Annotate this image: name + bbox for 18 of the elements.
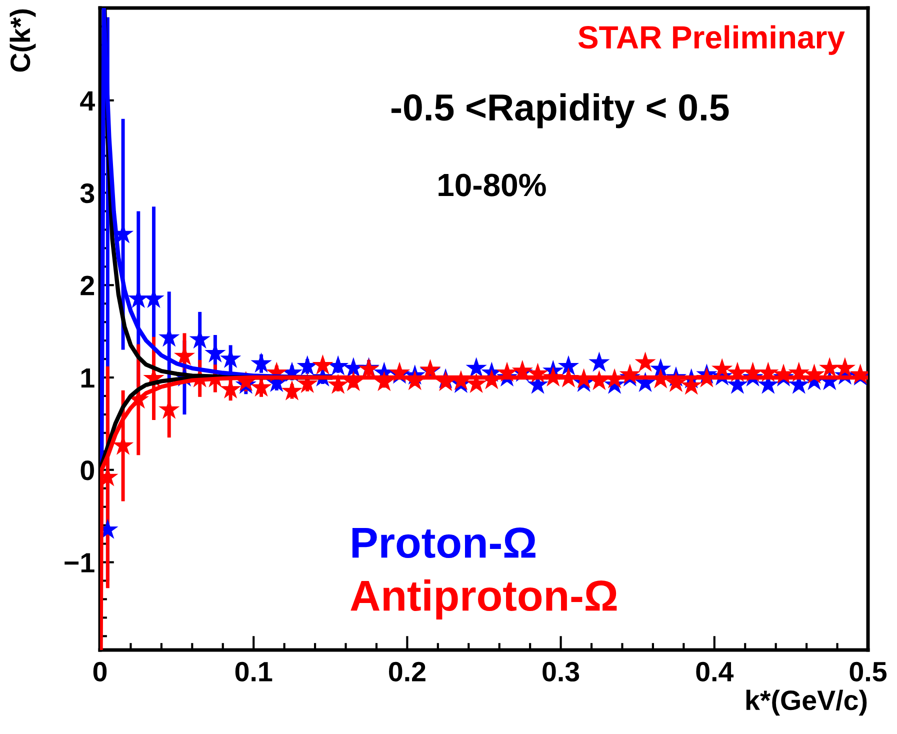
y-tick-label: 3 — [80, 183, 94, 204]
x-axis-title: k*(GeV/c) — [746, 690, 867, 716]
text: Proton-Ω — [352, 528, 536, 558]
y-tick-label: −1 — [64, 553, 94, 572]
x-tick-label: 0.1 — [235, 662, 272, 682]
annotation: 10-80% — [438, 174, 546, 196]
x-tick-label: 0.3 — [542, 662, 580, 682]
y-tick-label: 1 — [81, 368, 94, 388]
text: Antiproton-Ω — [350, 579, 617, 620]
y-tick-label: 2 — [80, 276, 94, 296]
annotation: STAR Preliminary — [578, 25, 845, 55]
y-tick-label: 4 — [80, 91, 95, 110]
x-tick-label: 0.2 — [388, 662, 426, 682]
y-axis-title: C(k*) — [10, 9, 36, 72]
y-tick-label: 0 — [80, 460, 94, 480]
x-tick-label: 0.5 — [850, 662, 887, 682]
annotation: -0.5 <Rapidity < 0.5 — [392, 93, 729, 128]
x-tick-label: 0.4 — [696, 662, 734, 682]
